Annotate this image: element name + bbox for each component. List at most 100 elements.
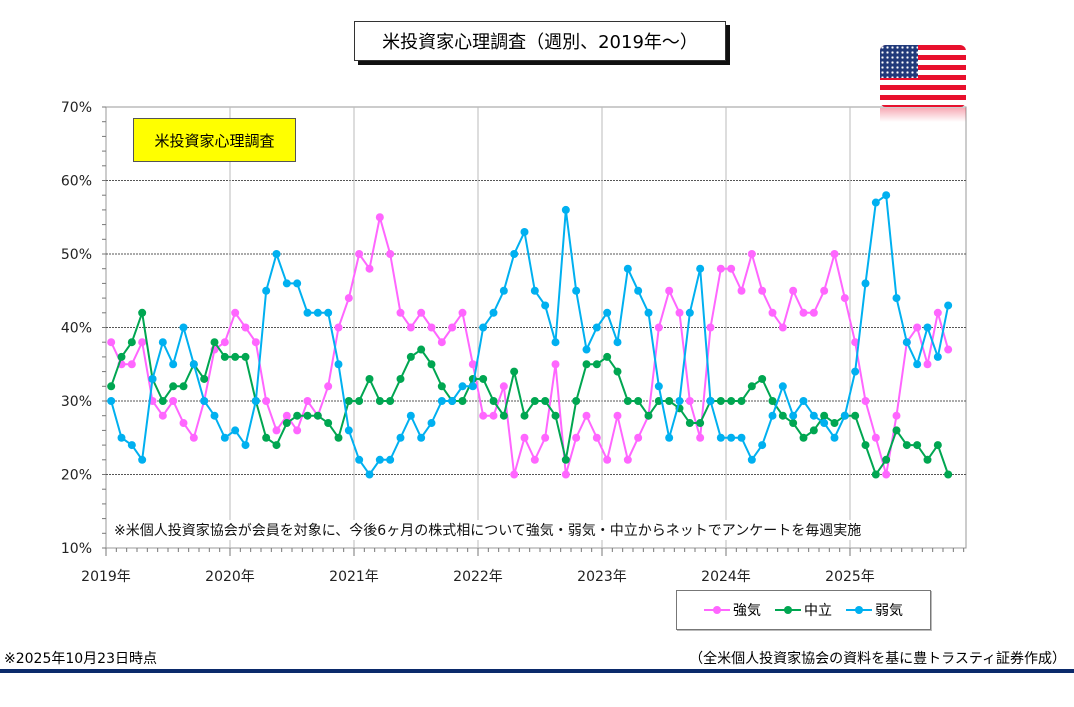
- data-point-bear: [892, 294, 901, 303]
- data-point-neutral: [592, 360, 601, 369]
- data-point-bear: [530, 286, 539, 295]
- data-point-bear: [365, 470, 374, 479]
- data-point-neutral: [510, 367, 519, 376]
- y-tick-label: 60%: [61, 174, 92, 190]
- data-point-bull: [417, 308, 426, 317]
- legend-item-neutral: 中立: [775, 600, 832, 620]
- data-point-bull: [768, 308, 777, 317]
- data-point-bull: [334, 323, 343, 332]
- data-point-bear: [231, 426, 240, 435]
- data-point-bull: [293, 426, 302, 435]
- x-tick-label: 2023年: [577, 569, 627, 585]
- x-tick-label: 2024年: [701, 569, 751, 585]
- data-point-bear: [468, 382, 477, 391]
- source-note: （全米個人投資家協会の資料を基に豊トラスティ証券作成）: [689, 651, 1066, 667]
- y-tick-label: 40%: [61, 321, 92, 337]
- data-point-neutral: [902, 441, 911, 450]
- data-point-bear: [613, 338, 622, 347]
- data-point-neutral: [933, 441, 942, 450]
- chart-title: 米投資家心理調査（週別、2019年～）: [354, 21, 726, 61]
- data-point-neutral: [582, 360, 591, 369]
- data-point-bear: [448, 397, 457, 405]
- data-point-bear: [375, 455, 384, 464]
- data-point-bull: [241, 323, 250, 332]
- data-point-bull: [231, 308, 240, 317]
- data-point-bear: [923, 323, 932, 332]
- data-point-bull: [272, 426, 281, 435]
- data-point-neutral: [210, 338, 219, 347]
- data-point-bull: [892, 411, 901, 420]
- data-point-bull: [871, 433, 880, 442]
- data-point-bear: [127, 441, 136, 450]
- data-point-bear: [437, 397, 446, 405]
- data-point-bull: [758, 286, 767, 295]
- data-point-neutral: [944, 470, 953, 479]
- data-point-bear: [520, 227, 529, 236]
- data-point-bear: [861, 279, 870, 288]
- legend-label: 中立: [804, 603, 832, 619]
- series-line-neutral: [110, 312, 950, 477]
- data-point-neutral: [241, 352, 250, 361]
- data-point-neutral: [623, 397, 632, 405]
- data-point-bull: [851, 338, 860, 347]
- data-point-neutral: [644, 411, 653, 420]
- data-point-bull: [933, 308, 942, 317]
- data-point-neutral: [262, 433, 271, 442]
- data-point-bull: [468, 360, 477, 369]
- data-point-neutral: [665, 397, 674, 405]
- data-point-bull: [282, 411, 291, 420]
- data-point-bear: [251, 397, 260, 405]
- data-point-bull: [551, 360, 560, 369]
- data-point-bear: [716, 433, 725, 442]
- data-point-bear: [727, 433, 736, 442]
- data-point-bear: [944, 301, 953, 310]
- data-point-neutral: [158, 397, 167, 405]
- data-point-neutral: [489, 397, 498, 405]
- data-point-bull: [685, 397, 694, 405]
- data-point-bear: [510, 250, 519, 258]
- y-tick-label: 20%: [61, 468, 92, 484]
- data-point-neutral: [272, 441, 281, 450]
- data-point-bear: [789, 411, 798, 420]
- data-point-neutral: [613, 367, 622, 376]
- data-point-bull: [189, 433, 198, 442]
- data-point-bear: [344, 426, 353, 435]
- y-tick-label: 70%: [61, 100, 92, 116]
- data-point-bull: [737, 286, 746, 295]
- data-point-bull: [396, 308, 405, 317]
- data-point-bear: [551, 338, 560, 347]
- data-point-neutral: [696, 419, 705, 428]
- data-point-neutral: [355, 397, 364, 405]
- data-point-neutral: [716, 397, 725, 405]
- data-point-bull: [799, 308, 808, 317]
- data-point-bear: [933, 352, 942, 361]
- legend-label: 強気: [733, 603, 761, 619]
- data-point-bull: [840, 294, 849, 303]
- data-point-neutral: [427, 360, 436, 369]
- legend-item-bear: 弱気: [846, 600, 903, 620]
- data-point-bull: [251, 338, 260, 347]
- data-point-neutral: [541, 397, 550, 405]
- data-point-neutral: [406, 352, 415, 361]
- data-point-neutral: [117, 352, 126, 361]
- data-point-bear: [685, 308, 694, 317]
- bull-marker-icon: [704, 606, 730, 614]
- neutral-marker-icon: [775, 606, 801, 614]
- data-point-bull: [747, 250, 756, 258]
- data-point-bear: [541, 301, 550, 310]
- data-point-neutral: [923, 455, 932, 464]
- data-point-bull: [386, 250, 395, 258]
- data-point-bear: [799, 397, 808, 405]
- flag-reflection: [880, 108, 966, 122]
- data-point-bull: [613, 411, 622, 420]
- data-point-bear: [282, 279, 291, 288]
- data-point-bull: [169, 397, 178, 405]
- data-point-neutral: [778, 411, 787, 420]
- data-point-neutral: [293, 411, 302, 420]
- data-point-neutral: [603, 352, 612, 361]
- data-point-bull: [179, 419, 188, 428]
- data-point-bull: [530, 455, 539, 464]
- data-point-bull: [437, 338, 446, 347]
- data-point-bull: [561, 470, 570, 479]
- data-point-bear: [117, 433, 126, 442]
